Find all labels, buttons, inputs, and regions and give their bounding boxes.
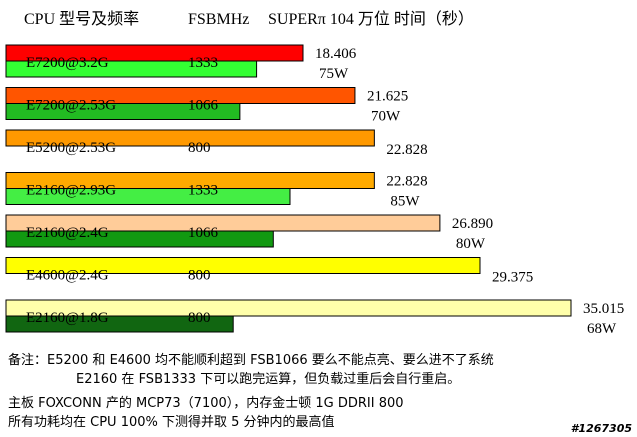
cpu-label-4: E2160@2.4G — [26, 225, 109, 241]
fsb-label-4: 1066 — [188, 225, 219, 241]
time-value-0: 18.406 — [315, 46, 357, 62]
power-value-6: 68W — [587, 321, 617, 337]
power-value-3: 85W — [390, 194, 420, 210]
notes: 备注：E5200 和 E4600 均不能顺利超到 FSB1066 要么不能点亮、… — [8, 352, 494, 430]
time-value-4: 26.890 — [452, 216, 493, 232]
power-value-4: 80W — [456, 236, 486, 252]
note-line-3: 主板 FOXCONN 产的 MCP73（7100），内存金士顿 1G DDRII… — [8, 395, 404, 411]
fsb-label-0: 1333 — [188, 55, 218, 71]
cpu-label-2: E5200@2.53G — [26, 140, 116, 156]
cpu-label-0: E7200@3.2G — [26, 55, 109, 71]
fsb-label-1: 1066 — [188, 98, 219, 114]
fsb-label-5: 800 — [188, 268, 211, 284]
time-bar-2 — [5, 129, 375, 147]
power-value-0: 75W — [319, 66, 349, 82]
bars-group: E7200@3.2G 1333 18.406 75W E7200@2.53G 1066 21… — [5, 44, 624, 337]
time-value-5: 29.375 — [492, 270, 533, 286]
power-bar-4 — [5, 230, 274, 248]
header-time: SUPERπ 104 万位 时间（秒） — [268, 10, 474, 28]
cpu-label-6: E2160@1.8G — [26, 310, 109, 326]
power-bar-6 — [5, 315, 234, 333]
power-bar-3 — [5, 188, 291, 205]
time-bar-6 — [5, 299, 572, 317]
fsb-label-6: 800 — [188, 310, 211, 326]
note-line-2: E2160 在 FSB1333 下可以跑完运算，但负载过重后会自行重启。 — [76, 371, 460, 387]
header-cpu: CPU 型号及频率 — [24, 10, 139, 28]
time-value-3: 22.828 — [386, 174, 427, 190]
time-bar-5 — [5, 257, 481, 274]
fsb-label-3: 1333 — [188, 183, 218, 199]
header-fsb: FSBMHz — [188, 11, 249, 28]
time-value-1: 21.625 — [367, 89, 408, 105]
cpu-label-1: E7200@2.53G — [26, 98, 116, 114]
cpu-label-3: E2160@2.93G — [26, 183, 116, 199]
note-line-1: 备注：E5200 和 E4600 均不能顺利超到 FSB1066 要么不能点亮、… — [8, 352, 494, 368]
power-bar-1 — [5, 103, 241, 120]
power-bar-0 — [5, 60, 258, 78]
time-value-2: 22.828 — [386, 142, 427, 158]
note-line-4: 所有功耗均在 CPU 100% 下测得并取 5 分钟内的最高值 — [8, 414, 335, 430]
cpu-label-5: E4600@2.4G — [26, 268, 109, 284]
watermark: #1267305 — [571, 422, 633, 435]
fsb-label-2: 800 — [188, 140, 211, 156]
time-value-6: 35.015 — [583, 301, 624, 317]
power-value-1: 70W — [371, 109, 401, 125]
